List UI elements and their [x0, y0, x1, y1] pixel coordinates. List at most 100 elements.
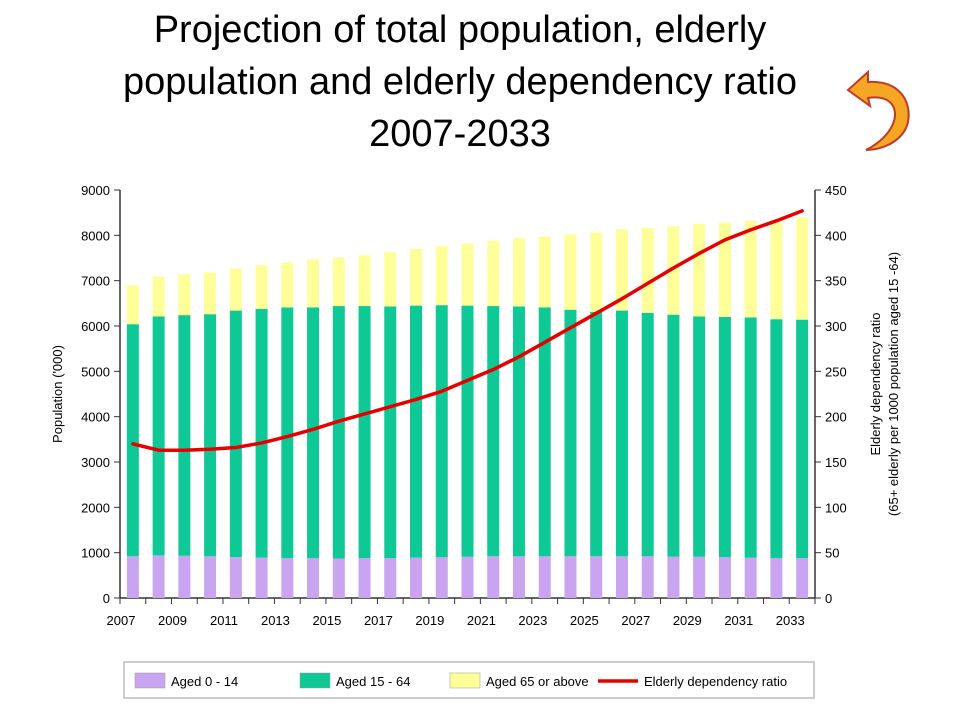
y2-axis-title-line1: Elderly dependency ratio	[868, 312, 883, 455]
y-tick-label: 9000	[81, 183, 110, 198]
y2-tick-label: 150	[825, 455, 847, 470]
bar-aged-65-plus	[564, 234, 577, 310]
y-tick-label: 3000	[81, 455, 110, 470]
x-tick-label: 2009	[158, 613, 187, 628]
bar-aged-65-plus	[410, 248, 423, 306]
bar-aged-65-plus	[744, 220, 757, 318]
bar-aged-65-plus	[693, 224, 706, 317]
back-arrow-button[interactable]	[846, 69, 912, 159]
bar-aged-65-plus	[770, 219, 783, 320]
bar-aged-65-plus	[487, 240, 500, 307]
bar-aged-15-64	[152, 316, 165, 556]
bar-aged-15-64	[744, 317, 757, 558]
legend-aged-0-14-swatch	[134, 672, 166, 689]
y-tick-label: 0	[103, 591, 110, 606]
legend-aged-65-plus-swatch	[449, 672, 481, 689]
bar-aged-15-64	[410, 305, 423, 558]
x-tick-label: 2017	[364, 613, 393, 628]
bar-aged-15-64	[590, 311, 603, 557]
y-tick-label: 5000	[81, 364, 110, 379]
y2-tick-label: 50	[825, 546, 839, 561]
bar-aged-15-64	[667, 314, 680, 557]
legend-aged-0-14-label: Aged 0 - 14	[171, 674, 238, 689]
bar-aged-0-14	[693, 556, 706, 598]
bar-aged-65-plus	[178, 274, 191, 316]
bar-aged-65-plus	[538, 236, 551, 308]
x-tick-label: 2013	[261, 613, 290, 628]
x-tick-label: 2023	[518, 613, 547, 628]
y2-tick-label: 250	[825, 364, 847, 379]
x-tick-label: 2021	[467, 613, 496, 628]
bar-aged-0-14	[615, 556, 628, 598]
bar-aged-65-plus	[384, 252, 397, 307]
legend-aged-65-plus-label: Aged 65 or above	[486, 674, 589, 689]
bar-aged-15-64	[538, 307, 551, 557]
bar-aged-15-64	[307, 307, 320, 559]
bar-aged-65-plus	[667, 226, 680, 315]
y2-tick-label: 400	[825, 228, 847, 243]
y2-tick-label: 0	[825, 591, 832, 606]
y-axis-title: Population ('000)	[50, 345, 65, 443]
bar-aged-15-64	[332, 306, 345, 559]
bar-aged-0-14	[435, 557, 448, 598]
bar-aged-65-plus	[435, 246, 448, 306]
bar-aged-15-64	[126, 324, 139, 557]
bar-aged-15-64	[255, 308, 268, 558]
bar-aged-15-64	[229, 310, 242, 558]
bar-aged-65-plus	[358, 255, 371, 307]
bar-aged-65-plus	[461, 243, 474, 306]
bar-aged-0-14	[152, 555, 165, 598]
bar-aged-65-plus	[152, 276, 165, 317]
bar-aged-0-14	[178, 555, 191, 598]
bar-aged-0-14	[204, 556, 217, 598]
bar-aged-65-plus	[332, 257, 345, 307]
curved-back-arrow-icon	[846, 69, 910, 151]
bar-aged-65-plus	[255, 265, 268, 309]
bar-aged-0-14	[126, 556, 139, 598]
bar-aged-15-64	[178, 315, 191, 556]
bar-aged-0-14	[384, 558, 397, 598]
bar-aged-65-plus	[796, 217, 809, 320]
bar-aged-0-14	[667, 556, 680, 598]
x-tick-label: 2019	[415, 613, 444, 628]
bar-aged-15-64	[384, 306, 397, 559]
y2-tick-label: 450	[825, 183, 847, 198]
bar-aged-0-14	[255, 557, 268, 598]
bar-aged-0-14	[718, 557, 731, 598]
bar-aged-0-14	[332, 558, 345, 598]
x-tick-label: 2029	[673, 613, 702, 628]
bar-aged-0-14	[461, 556, 474, 598]
bar-aged-65-plus	[641, 228, 654, 313]
y-tick-label: 6000	[81, 319, 110, 334]
y2-tick-label: 200	[825, 410, 847, 425]
bar-aged-15-64	[204, 314, 217, 557]
bar-aged-15-64	[615, 310, 628, 557]
bar-aged-0-14	[229, 557, 242, 598]
y2-axis-title-line2: (65+ elderly per 1000 population aged 15…	[886, 252, 901, 516]
y-tick-label: 7000	[81, 274, 110, 289]
bar-aged-0-14	[487, 556, 500, 598]
x-tick-label: 2031	[724, 613, 753, 628]
bar-aged-0-14	[512, 556, 525, 598]
bar-aged-65-plus	[718, 222, 731, 317]
bar-aged-65-plus	[281, 262, 294, 308]
x-tick-label: 2007	[107, 613, 136, 628]
x-tick-label: 2025	[570, 613, 599, 628]
bar-aged-65-plus	[307, 259, 320, 308]
bar-aged-15-64	[770, 319, 783, 559]
bar-aged-0-14	[770, 558, 783, 598]
bar-aged-65-plus	[590, 232, 603, 312]
bar-aged-15-64	[564, 309, 577, 557]
bar-aged-15-64	[487, 306, 500, 557]
bar-aged-0-14	[744, 557, 757, 598]
legend-elderly-dependency-ratio-label: Elderly dependency ratio	[644, 674, 787, 689]
bar-aged-0-14	[641, 556, 654, 598]
bar-aged-15-64	[358, 306, 371, 559]
legend-aged-15-64-label: Aged 15 - 64	[336, 674, 410, 689]
bar-aged-65-plus	[615, 229, 628, 311]
bar-aged-0-14	[590, 556, 603, 598]
bar-aged-15-64	[281, 307, 294, 559]
y2-tick-label: 350	[825, 274, 847, 289]
y2-tick-label: 300	[825, 319, 847, 334]
bar-aged-15-64	[796, 319, 809, 559]
